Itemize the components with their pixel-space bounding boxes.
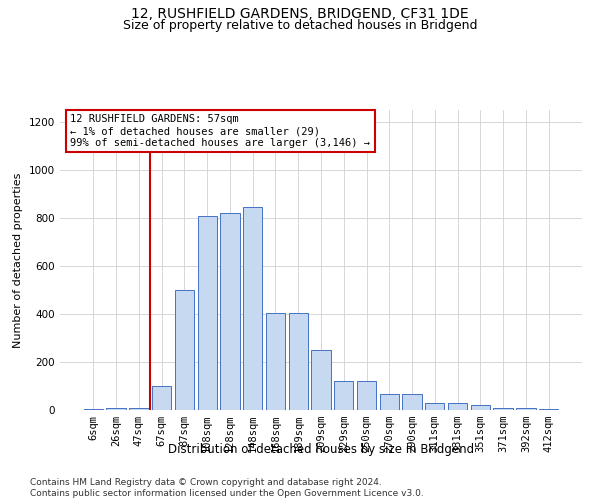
Y-axis label: Number of detached properties: Number of detached properties xyxy=(13,172,23,348)
Text: Distribution of detached houses by size in Bridgend: Distribution of detached houses by size … xyxy=(168,442,474,456)
Bar xyxy=(266,313,285,410)
Bar xyxy=(311,350,331,410)
Bar xyxy=(197,216,217,410)
Bar xyxy=(289,313,308,410)
Bar xyxy=(106,408,126,410)
Bar xyxy=(220,213,239,410)
Bar xyxy=(357,381,376,410)
Text: Size of property relative to detached houses in Bridgend: Size of property relative to detached ho… xyxy=(123,18,477,32)
Bar xyxy=(175,290,194,410)
Text: 12, RUSHFIELD GARDENS, BRIDGEND, CF31 1DE: 12, RUSHFIELD GARDENS, BRIDGEND, CF31 1D… xyxy=(131,8,469,22)
Bar xyxy=(152,386,172,410)
Bar xyxy=(84,409,103,410)
Bar xyxy=(334,381,353,410)
Bar xyxy=(403,394,422,410)
Bar xyxy=(448,403,467,410)
Text: 12 RUSHFIELD GARDENS: 57sqm
← 1% of detached houses are smaller (29)
99% of semi: 12 RUSHFIELD GARDENS: 57sqm ← 1% of deta… xyxy=(70,114,370,148)
Bar xyxy=(129,408,149,410)
Bar xyxy=(516,408,536,410)
Bar xyxy=(493,408,513,410)
Bar xyxy=(425,403,445,410)
Bar xyxy=(243,207,262,410)
Text: Contains HM Land Registry data © Crown copyright and database right 2024.
Contai: Contains HM Land Registry data © Crown c… xyxy=(30,478,424,498)
Bar xyxy=(470,405,490,410)
Bar xyxy=(380,394,399,410)
